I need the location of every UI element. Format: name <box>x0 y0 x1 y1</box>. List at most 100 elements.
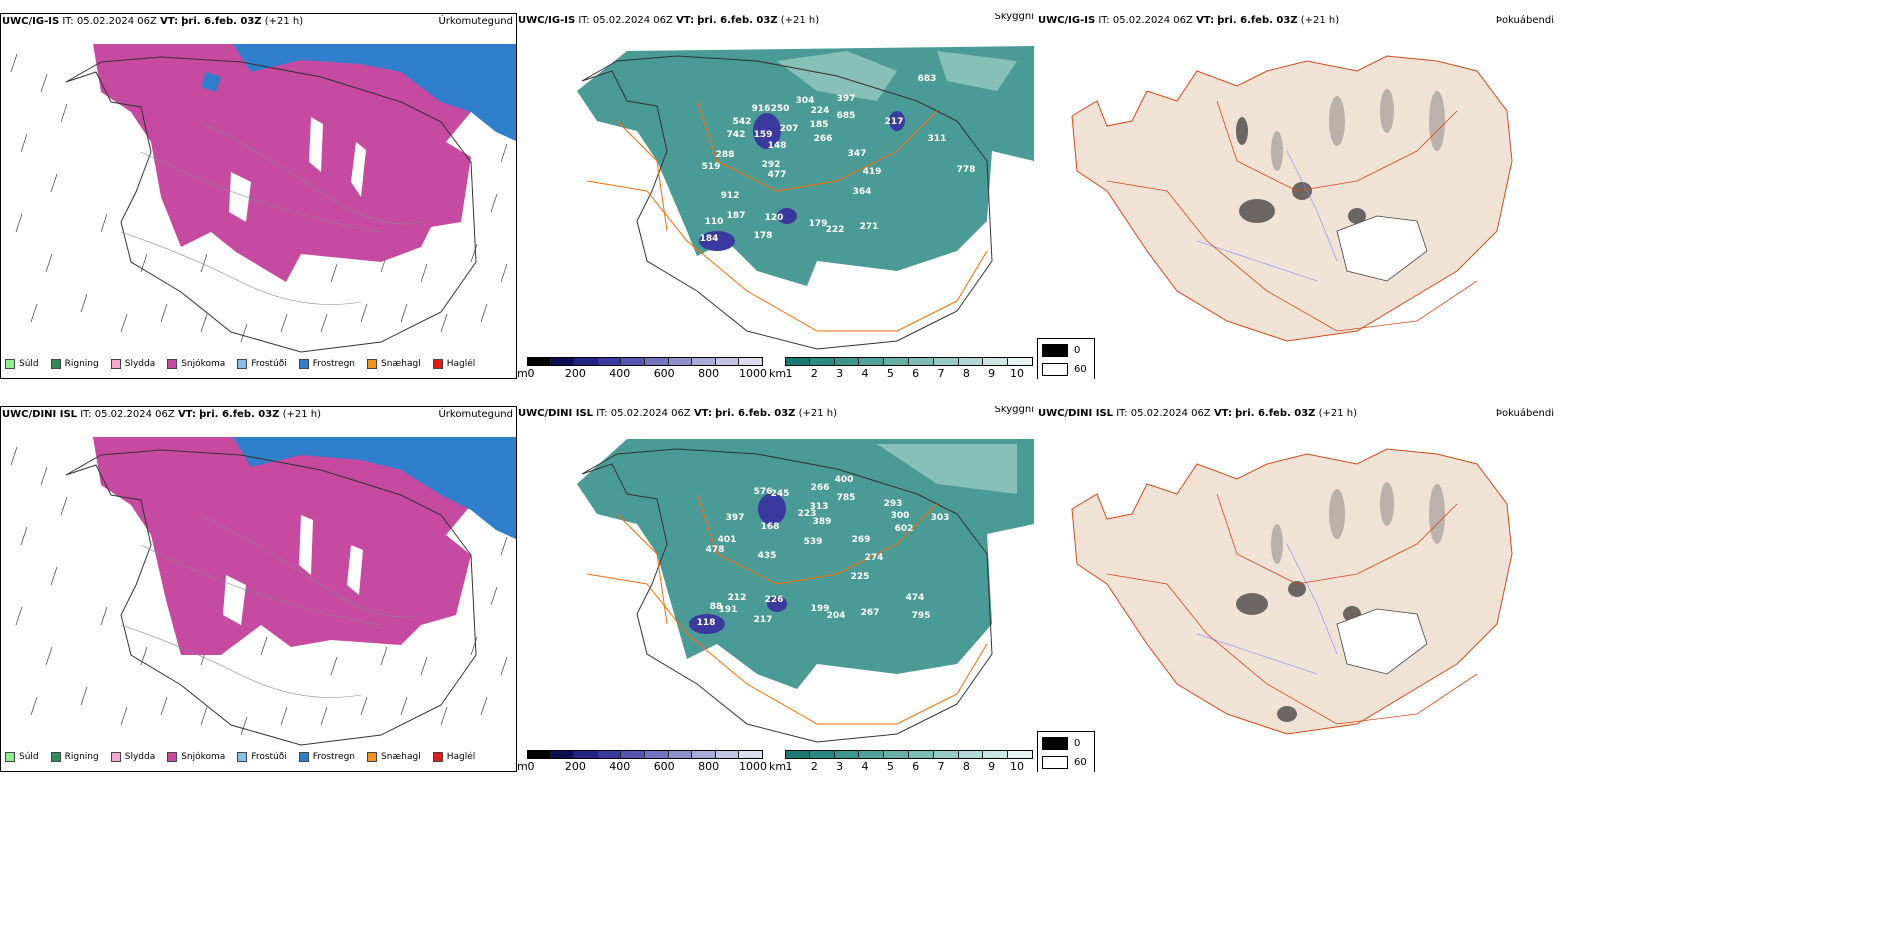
legend-swatch <box>367 359 378 369</box>
legend-item: Rigning <box>50 752 99 762</box>
legend-item: Slydda <box>110 752 156 762</box>
model-name: UWC/DINI ISL <box>2 409 78 420</box>
colorbar-tick: 8 <box>962 367 970 379</box>
ceiling-value-label: 389 <box>813 517 832 527</box>
ceiling-value-label: 204 <box>827 611 846 621</box>
panel-header: UWC/DINI ISL IT: 05.02.2024 06Z VT: þri.… <box>517 406 1037 422</box>
legend-swatch <box>110 752 121 762</box>
ceiling-colorbar: m 0 200 400 600 800 1000 <box>517 750 767 772</box>
fog-grey-streaks <box>1271 89 1445 171</box>
ceiling-value-label: 539 <box>804 537 823 547</box>
ceiling-value-label: 474 <box>906 593 925 603</box>
ceiling-value-label: 212 <box>728 593 747 603</box>
legend-label: Súld <box>19 359 39 369</box>
fog-dark-patches <box>1236 581 1361 722</box>
ceiling-value-label: 576 <box>754 487 773 497</box>
legend-item: Snæhagl <box>367 752 421 762</box>
legend-swatch <box>237 359 248 369</box>
ceiling-value-label: 293 <box>884 499 903 509</box>
legend-swatch <box>167 752 178 762</box>
panel-title: Úrkomutegund <box>438 16 513 27</box>
precip-legend: Súld Rigning Slydda Snjókoma Frostúði Frostre… <box>5 356 487 372</box>
colorbar-tick: 0 <box>527 760 535 772</box>
legend-label: Súld <box>19 752 39 762</box>
ceiling-patches <box>689 493 787 634</box>
ceiling-value-label: 785 <box>837 493 856 503</box>
ceiling-value-label: 311 <box>928 134 947 144</box>
ceiling-value-label: 269 <box>852 535 871 545</box>
colorbar-segment <box>574 357 598 366</box>
ceiling-value-label: 742 <box>727 130 746 140</box>
fog-index-panel-2: UWC/DINI ISL IT: 05.02.2024 06Z VT: þri.… <box>1037 406 1557 772</box>
panel-header: UWC/IG-IS IT: 05.02.2024 06Z VT: þri. 6.… <box>517 13 1037 29</box>
ceiling-value-label: 288 <box>716 150 735 160</box>
legend-swatch <box>5 359 15 369</box>
colorbar-segment <box>692 357 716 366</box>
ceiling-value-label: 267 <box>861 608 880 618</box>
ceiling-value-label: 400 <box>835 475 854 485</box>
ceiling-value-label: 685 <box>837 111 856 121</box>
freezing-rain-area <box>201 44 516 142</box>
ceiling-value-label: 274 <box>865 553 884 563</box>
ceiling-value-label: 222 <box>826 225 845 235</box>
panel-header: UWC/DINI ISL IT: 05.02.2024 06Z VT: þri.… <box>1037 406 1557 422</box>
colorbar-frame <box>527 750 763 759</box>
cover-legend-row: 60 <box>1042 756 1087 769</box>
ceiling-value-label: 602 <box>895 524 914 534</box>
cover-label: 60 <box>1074 757 1087 768</box>
colorbar-tick: 0 <box>527 367 535 379</box>
colorbar-segment <box>597 357 622 366</box>
legend-item: Frostregn <box>298 752 355 762</box>
ceiling-value-label: 179 <box>809 219 828 229</box>
ceiling-value-label: 118 <box>697 618 716 628</box>
colorbar-tick: 400 <box>609 760 631 772</box>
legend-swatch <box>432 359 443 369</box>
legend-label: Snæhagl <box>381 752 421 762</box>
colorbar-segment <box>668 357 693 366</box>
colorbar-segment <box>715 750 740 759</box>
land-fog-field <box>1071 55 1513 342</box>
ceiling-value-label: 185 <box>810 120 829 130</box>
legend-swatch <box>432 752 443 762</box>
colorbar-frame <box>527 357 763 366</box>
fog-grey-streaks <box>1271 482 1445 564</box>
ceiling-value-label: 223 <box>798 509 817 519</box>
legend-swatch <box>167 359 178 369</box>
ceiling-value-label: 148 <box>768 141 787 151</box>
colorbar-tick: 400 <box>609 367 631 379</box>
visibility-colorbar: km 1 2 3 4 5 6 7 8 9 10 <box>769 750 1037 772</box>
ceiling-value-label: 224 <box>811 106 830 116</box>
colorbar-segment <box>550 750 575 759</box>
ceiling-value-label: 683 <box>918 74 937 84</box>
precip-map <box>10 437 516 746</box>
legend-label: Rigning <box>64 752 99 762</box>
panel-title: Þokuábendi <box>1495 15 1554 26</box>
panel-title: Þokuábendi <box>1495 408 1554 419</box>
legend-item: Súld <box>5 359 39 369</box>
model-name: UWC/IG-IS <box>2 16 60 27</box>
colorbar-tick: 600 <box>653 367 675 379</box>
colorbar-segment <box>834 750 860 759</box>
legend-item: Rigning <box>50 359 99 369</box>
colorbar-tick: 9 <box>988 367 996 379</box>
colorbar-tick: 1000 <box>739 760 767 772</box>
legend-label: Slydda <box>124 752 156 762</box>
colorbar-segment <box>909 750 934 759</box>
rivers <box>1196 543 1338 675</box>
ceiling-value-label: 300 <box>891 511 910 521</box>
colorbar-tick: 1000 <box>739 367 767 379</box>
ceiling-value-label: 364 <box>853 187 872 197</box>
ceiling-value-label: 217 <box>885 117 904 127</box>
ceiling-patches <box>699 111 905 251</box>
glacier-white <box>1336 215 1428 282</box>
roads <box>1106 493 1478 725</box>
ceiling-value-label: 191 <box>719 605 738 615</box>
legend-label: Haglél <box>446 359 476 369</box>
cover-label: 0 <box>1074 345 1081 356</box>
legend-label: Frostúði <box>251 752 287 762</box>
colorbar-segment <box>859 357 885 366</box>
freezing-rain-area <box>233 437 516 540</box>
panel-header: UWC/IG-IS IT: 05.02.2024 06Z VT: þri. 6.… <box>1 14 516 30</box>
colorbar-frame <box>785 750 1033 759</box>
colorbar-unit: m <box>517 760 528 772</box>
